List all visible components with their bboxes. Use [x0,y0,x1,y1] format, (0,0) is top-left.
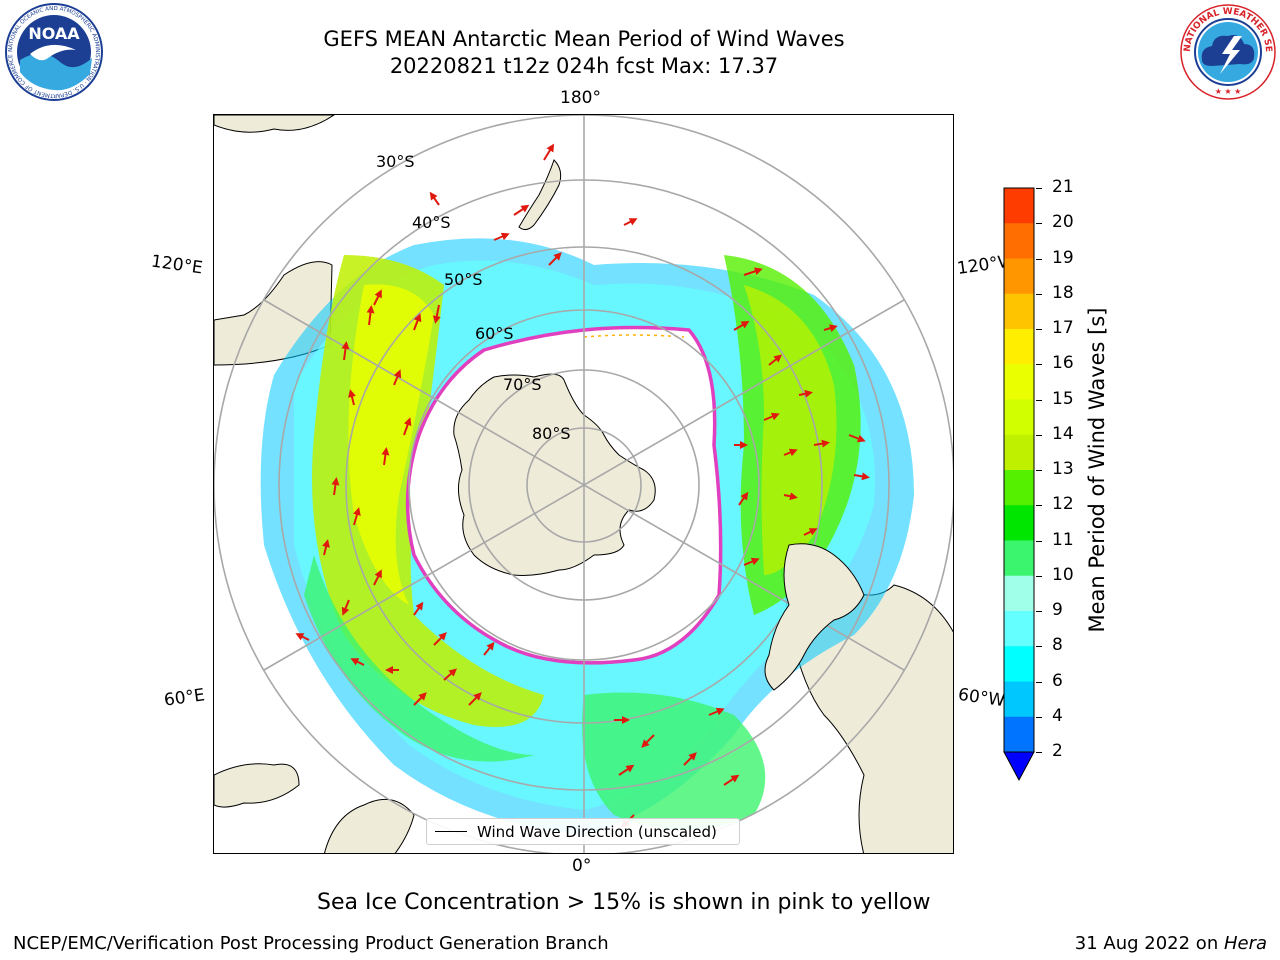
colorbar-segment [1004,434,1034,471]
lat-label-60s: 60°S [475,324,514,343]
colorbar-tick-mark [1036,646,1042,648]
chart-subtitle: 20220821 t12z 024h fcst Max: 17.37 [389,54,779,78]
colorbar-tick-mark [1036,188,1042,189]
map-legend: Wind Wave Direction (unscaled) [426,818,740,845]
colorbar-tick-label: 21 [1052,177,1074,197]
colorbar [1003,187,1035,782]
colorbar-tick-label: 10 [1052,564,1074,585]
colorbar-tick-label: 19 [1052,247,1074,268]
colorbar-tick-label: 6 [1052,670,1063,691]
lat-label-30s: 30°S [376,152,415,171]
colorbar-segment [1004,258,1034,295]
nws-logo: NATIONAL WEATHER SERVICE ★ ★ ★ [1175,0,1278,106]
colorbar-segment [1004,329,1034,365]
sea-ice-note: Sea Ice Concentration > 15% is shown in … [317,890,931,915]
colorbar-tick-label: 11 [1052,529,1074,550]
colorbar-tick-mark [1036,505,1042,507]
lat-label-50s: 50°S [444,270,483,289]
colorbar-tick-mark [1036,681,1042,683]
colorbar-tick-mark [1036,329,1042,330]
colorbar-segment [1004,399,1034,436]
credit-text: NCEP/EMC/Verification Post Processing Pr… [13,933,609,954]
lon-label-60w: 60°W [956,684,1007,712]
noaa-logo: NOAA NATIONAL OCEANIC AND ATMOSPHERIC AD… [2,2,106,106]
lat-label-70s: 70°S [503,375,542,394]
colorbar-tick-mark [1036,223,1042,225]
lat-label-40s: 40°S [412,213,451,232]
colorbar-segment [1004,470,1034,506]
colorbar-label: Mean Period of Wind Waves [s] [1085,307,1109,633]
svg-text:★ ★ ★: ★ ★ ★ [1215,87,1242,96]
colorbar-tick-label: 17 [1052,318,1074,338]
new-zealand [518,159,562,231]
colorbar-tick-label: 2 [1052,741,1063,761]
lon-label-0: 0° [572,856,592,876]
polar-map [213,114,954,854]
south-america [764,543,865,691]
lon-label-60e: 60°E [162,685,207,711]
colorbar-segment [1004,364,1034,400]
date-prefix: 31 Aug 2022 on [1074,933,1224,954]
lon-label-120e: 120°E [149,251,204,279]
colorbar-tick-mark [1036,293,1042,295]
lon-label-180: 180° [560,88,601,108]
date-host: Hera [1223,933,1267,954]
colorbar-tick-label: 15 [1052,388,1074,409]
svg-text:NOAA: NOAA [28,24,80,43]
colorbar-tick-label: 20 [1052,212,1074,233]
colorbar-tick-mark [1036,611,1042,612]
colorbar-tick-mark [1036,399,1042,401]
colorbar-tick-mark [1036,258,1042,260]
colorbar-segment [1004,293,1034,330]
colorbar-tick-mark [1036,752,1042,753]
colorbar-tick-label: 12 [1052,494,1074,515]
colorbar-tick-label: 18 [1052,282,1074,303]
colorbar-segment [1004,223,1034,259]
legend-label: Wind Wave Direction (unscaled) [477,822,717,841]
colorbar-segment [1004,681,1034,718]
colorbar-extend-min [1003,751,1035,782]
colorbar-tick-mark [1036,434,1042,436]
colorbar-tick-mark [1036,470,1042,471]
wind-wave-arrows [295,143,870,828]
colorbar-frame [1003,187,1035,753]
colorbar-tick-mark [1036,716,1042,718]
colorbar-segment [1004,611,1034,647]
colorbar-segment [1004,540,1034,577]
colorbar-segment [1004,646,1034,682]
colorbar-tick-label: 4 [1052,705,1063,726]
colorbar-tick-label: 9 [1052,600,1063,620]
generation-date: 31 Aug 2022 on Hera [1075,933,1267,954]
colorbar-segment [1004,188,1034,224]
colorbar-tick-label: 16 [1052,353,1074,374]
colorbar-segment [1004,505,1034,541]
colorbar-segment [1004,575,1034,612]
colorbar-tick-label: 8 [1052,635,1063,656]
colorbar-tick-mark [1036,364,1042,366]
chart-title: GEFS MEAN Antarctic Mean Period of Wind … [323,27,845,51]
legend-line-swatch [435,831,467,832]
colorbar-tick-label: 13 [1052,459,1074,479]
graticule [214,115,953,853]
colorbar-tick-label: 14 [1052,423,1074,444]
colorbar-tick-mark [1036,575,1042,577]
lat-label-80s: 80°S [532,424,571,443]
colorbar-segment [1004,716,1034,753]
colorbar-tick-mark [1036,540,1042,542]
